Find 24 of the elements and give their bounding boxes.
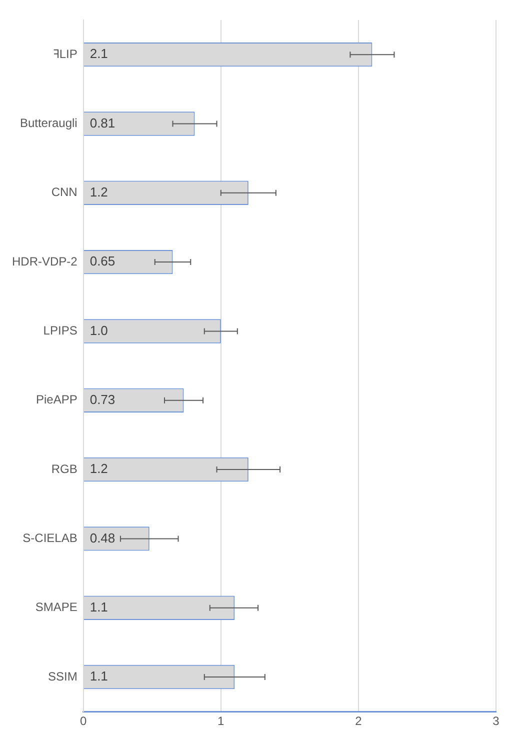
data-label: 1.2 xyxy=(90,184,108,200)
x-tick-label: 1 xyxy=(218,714,225,728)
data-label: 1.1 xyxy=(90,599,108,614)
y-tick-label: Butteraugli xyxy=(20,116,78,130)
y-tick-label: S-CIELAB xyxy=(22,531,78,546)
data-label: 1.0 xyxy=(90,322,108,338)
data-label: 2.1 xyxy=(90,46,108,62)
x-tick-label: 2 xyxy=(355,714,362,728)
data-label: 0.81 xyxy=(90,115,116,130)
x-tick-label: 3 xyxy=(492,714,500,728)
y-tick-label: SSIM xyxy=(48,669,78,684)
data-label: 0.48 xyxy=(90,530,116,546)
y-tick-label: CNN xyxy=(51,185,78,200)
data-label: 0.73 xyxy=(90,392,116,407)
data-label: 1.2 xyxy=(90,461,108,476)
data-label: 0.65 xyxy=(90,254,116,269)
y-tick-label: SMAPE xyxy=(35,600,78,614)
y-tick-label: RGB xyxy=(51,462,78,476)
y-tick-label: HDR-VDP-2 xyxy=(12,254,78,268)
y-tick-label: LPIPS xyxy=(43,324,78,338)
data-label: 1.1 xyxy=(90,668,108,684)
x-tick-label: 0 xyxy=(80,714,87,728)
y-tick-label: PieAPP xyxy=(36,392,78,407)
y-tick-label: ꟻLIP xyxy=(53,46,78,61)
